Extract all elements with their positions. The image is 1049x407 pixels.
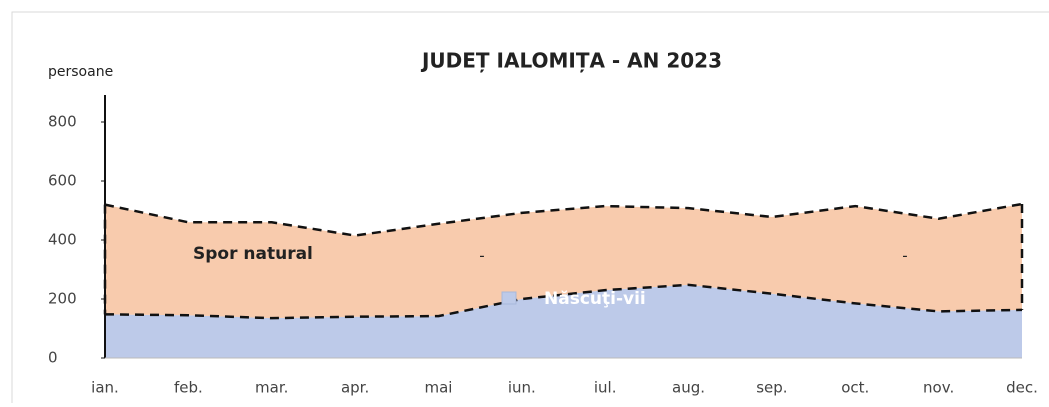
y-tick-label: 200	[48, 290, 77, 308]
x-tick-label: mai	[424, 379, 452, 397]
x-tick-label: sep.	[756, 379, 787, 397]
legend-swatch	[501, 291, 517, 305]
y-axis-label: persoane	[48, 64, 113, 80]
area-line	[104, 283, 1023, 320]
x-tick-label: iun.	[508, 379, 536, 397]
y-tick-label: 400	[48, 231, 77, 249]
area	[105, 284, 1022, 358]
x-tick-label: mar.	[255, 379, 288, 397]
series-label: Născuţi-vii	[544, 289, 646, 309]
x-tick-label: ian.	[91, 379, 119, 397]
x-tick-label: oct.	[841, 379, 869, 397]
y-tick-label: 800	[48, 113, 77, 131]
y-tick-label: 0	[48, 349, 58, 367]
x-tick-label: iul.	[594, 379, 617, 397]
annotation: -	[902, 247, 907, 265]
area-line	[104, 202, 1023, 237]
annotation: -	[479, 247, 484, 265]
x-tick-label: dec.	[1006, 379, 1038, 397]
y-tick-label: 600	[48, 172, 77, 190]
x-tick-label: apr.	[341, 379, 369, 397]
chart-title: JUDEȚ IALOMIȚA - AN 2023	[420, 49, 722, 73]
series-label: Spor natural	[193, 244, 313, 264]
chart-border	[11, 11, 1049, 407]
x-tick-label: feb.	[174, 379, 203, 397]
x-tick-label: nov.	[923, 379, 954, 397]
x-tick-label: aug.	[672, 379, 705, 397]
